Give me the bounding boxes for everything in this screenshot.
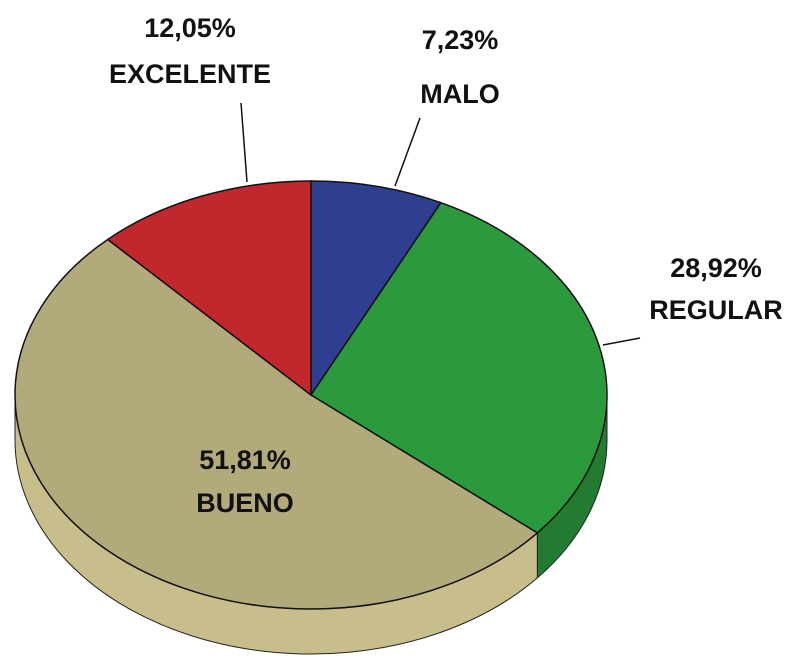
data-label: 51,81%: [199, 445, 291, 475]
leader-line: [394, 117, 421, 187]
pie-slice: [309, 201, 608, 534]
category-label: MALO: [420, 79, 499, 109]
data-label: 12,05%: [144, 13, 236, 43]
leader-line: [602, 337, 641, 346]
data-label: 28,92%: [670, 253, 762, 283]
pie-slice: [310, 180, 443, 398]
pie-slice: [106, 180, 312, 397]
pie-slice: [14, 238, 539, 610]
category-label: EXCELENTE: [109, 59, 271, 89]
category-label: REGULAR: [649, 295, 783, 325]
category-label: BUENO: [196, 488, 294, 518]
leader-line: [240, 102, 248, 183]
data-label: 7,23%: [422, 25, 499, 55]
